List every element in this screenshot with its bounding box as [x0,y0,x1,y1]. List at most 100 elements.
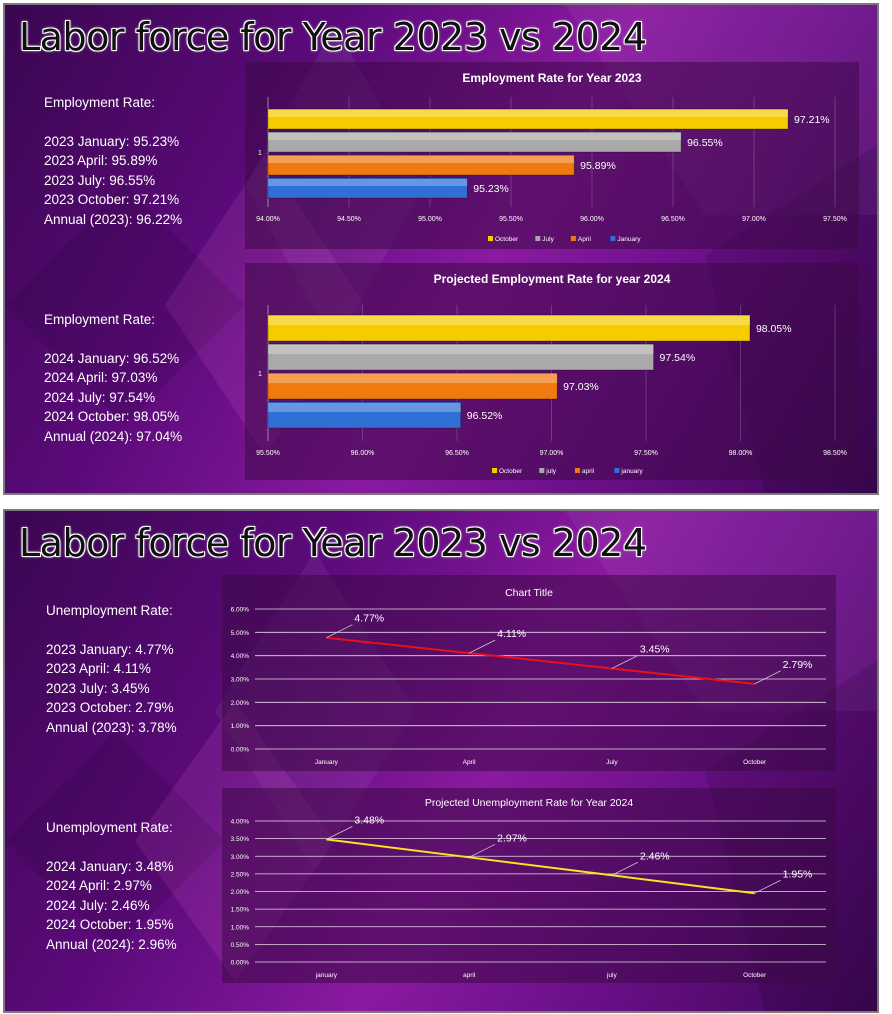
x-tick-label: 98.00% [729,450,753,457]
y-tick-label: 1.00% [231,924,250,931]
x-tick-label: 95.50% [256,450,280,457]
y-tick-label: 2.50% [231,871,250,878]
slide-title: Labor force for Year 2023 vs 2024 [19,15,647,59]
unemployment-2023-stats: Unemployment Rate: 2023 January: 4.77% 2… [46,601,177,737]
stats-heading: Employment Rate: [44,95,156,110]
y-tick-label: 3.00% [231,854,250,861]
data-label: 96.52% [467,410,503,422]
stat-line: 2024 April: 2.97% [46,878,152,893]
y-tick-label: 2.00% [231,700,250,707]
bar [267,177,468,199]
stat-line: Annual (2023): 96.22% [44,211,183,227]
x-tick-label: 96.00% [580,216,604,223]
stat-line: Annual (2024): 97.04% [44,428,183,444]
stat-line: 2024 January: 96.52% [44,350,180,366]
legend-label: july [545,468,557,475]
bar [267,401,462,429]
data-label: 4.77% [354,613,384,625]
bar [267,131,682,153]
y-tick-label: 4.00% [231,653,250,660]
legend-label: April [578,236,592,243]
bar [267,314,751,342]
leader-line [468,843,496,858]
chart-title: Chart Title [505,587,553,599]
leader-line [754,670,781,685]
data-label: 97.21% [794,114,830,126]
bar-highlight [268,374,558,384]
employment-2023-stats: Employment Rate: 2023 January: 95.23% 20… [44,93,182,229]
y-tick-label: 4.00% [231,819,250,826]
leader-line [611,861,639,876]
leader-line [326,825,353,840]
data-label: 1.95% [783,868,813,880]
x-tick-label: 97.00% [742,216,766,223]
stat-line: 2023 April: 95.89% [44,153,158,168]
stat-line: 2023 July: 96.55% [44,172,156,188]
stat-line: 2023 January: 95.23% [44,133,180,149]
x-tick-label: October [743,972,767,979]
stat-line: Annual (2024): 2.96% [46,936,177,952]
chart-employment-2024: Projected Employment Rate for year 2024 9… [245,263,859,480]
stat-line: 2024 October: 1.95% [46,917,174,932]
stat-line: Annual (2023): 3.78% [46,719,177,735]
x-tick-label: 95.50% [499,216,523,223]
x-tick-label: 95.00% [418,216,442,223]
bar [267,108,789,130]
bar-highlight [268,179,468,186]
chart-unemployment-2024-svg: Projected Unemployment Rate for Year 202… [231,797,826,979]
y-tick-label: 1.00% [231,723,250,730]
bar [267,372,558,400]
legend-label: July [542,236,554,243]
stats-heading: Employment Rate: [44,312,156,327]
chart-employment-2024-svg: Projected Employment Rate for year 2024 9… [256,272,847,475]
data-label: 95.23% [473,183,509,195]
data-label: 95.89% [580,160,616,172]
y-tick-label: 0.00% [231,960,250,967]
y-tick-label: 5.00% [231,630,250,637]
chart-title: Employment Rate for Year 2023 [462,71,642,85]
data-label: 2.97% [497,832,527,844]
stat-line: 2023 October: 2.79% [46,700,174,715]
x-tick-label: 98.50% [823,450,847,457]
chart-title: Projected Employment Rate for year 2024 [434,272,671,286]
slide-employment: Labor force for Year 2023 vs 2024 Employ… [3,3,879,495]
leader-line [754,879,781,894]
x-tick-label: July [606,759,618,766]
legend-label: October [499,468,523,475]
x-tick-label: april [463,972,476,979]
y-category-label: 1 [258,371,262,378]
employment-2024-stats: Employment Rate: 2024 January: 96.52% 20… [44,310,182,446]
unemployment-2024-stats: Unemployment Rate: 2024 January: 3.48% 2… [46,818,177,954]
y-tick-label: 3.00% [231,677,250,684]
stats-heading: Unemployment Rate: [46,603,173,618]
x-tick-label: 97.00% [540,450,564,457]
legend-swatch [535,236,541,241]
chart-title: Projected Unemployment Rate for Year 202… [425,797,634,809]
data-label: 96.55% [687,137,723,149]
x-tick-label: 97.50% [823,216,847,223]
x-tick-label: 96.50% [661,216,685,223]
stat-line: 2024 October: 98.05% [44,409,180,424]
legend-label: april [582,468,595,475]
x-tick-label: 96.00% [351,450,375,457]
y-tick-label: 6.00% [231,607,250,614]
y-tick-label: 2.00% [231,889,250,896]
bar-highlight [268,156,575,163]
bar-highlight [268,133,682,140]
legend-swatch [492,468,497,473]
stats-heading: Unemployment Rate: [46,820,173,835]
leader-line [326,624,353,639]
stat-line: 2023 January: 4.77% [46,641,174,657]
data-label: 98.05% [756,323,792,335]
bar-highlight [268,403,461,413]
y-tick-label: 1.50% [231,907,250,914]
series-line [326,838,755,895]
legend-swatch [610,236,616,241]
x-tick-label: January [315,759,339,766]
leader-line [611,655,639,669]
chart-employment-2023: Employment Rate for Year 2023 94.00% 94.50… [245,62,859,249]
legend-swatch [539,468,545,473]
bar-highlight [268,345,654,355]
data-label: 4.11% [497,628,526,640]
data-label: 2.79% [783,659,813,671]
